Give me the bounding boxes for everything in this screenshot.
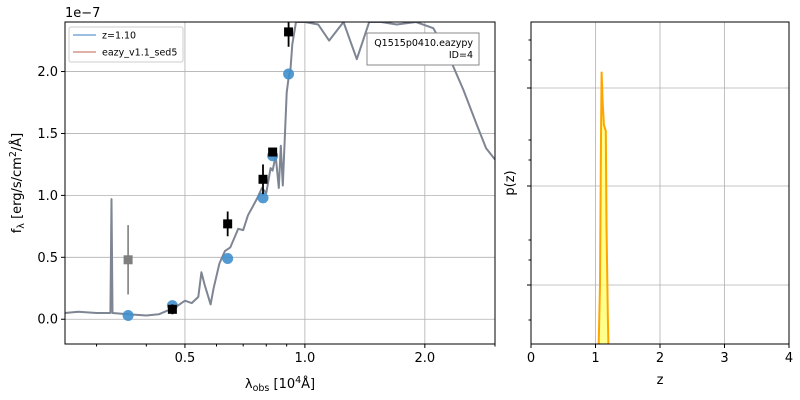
object-annotation: Q1515p0410.eazypy ID=4 bbox=[366, 32, 480, 66]
pz-line bbox=[597, 71, 610, 344]
y-tick-label: 2.0 bbox=[37, 65, 58, 80]
pz-x-tick-label: 1 bbox=[591, 351, 599, 366]
pz-x-tick-label: 2 bbox=[656, 351, 664, 366]
template-spectrum-layer bbox=[65, 22, 495, 317]
x-tick-label: 2.0 bbox=[414, 351, 435, 366]
sed-plot-grid bbox=[65, 22, 495, 344]
sed-x-axis-label: λobs [104Å] bbox=[245, 375, 315, 394]
y-tick-label: 0.0 bbox=[37, 313, 58, 328]
legend-label-template: eazy_v1.1_sed5 bbox=[102, 48, 177, 59]
sed-y-axis-label: fλ [erg/s/cm2/Å] bbox=[8, 133, 27, 234]
sed-plot-frame bbox=[64, 21, 496, 345]
x-tick-label: 1.0 bbox=[295, 351, 316, 366]
annotation-catalog: Q1515p0410.eazypy bbox=[374, 38, 473, 49]
observed-point bbox=[223, 219, 233, 229]
annotation-id: ID=4 bbox=[449, 50, 473, 61]
pz-curve-layer bbox=[597, 71, 610, 344]
pz-x-tick-label: 4 bbox=[785, 351, 793, 366]
model-point bbox=[257, 192, 269, 204]
pz-x-tick-label: 0 bbox=[527, 351, 535, 366]
x-tick-label: 0.5 bbox=[175, 351, 196, 366]
observed-point bbox=[258, 174, 268, 184]
model-point bbox=[222, 253, 234, 265]
observed-point bbox=[284, 27, 294, 37]
model-point bbox=[122, 310, 134, 322]
pz-plot-ticks: 0 1 2 3 4 bbox=[527, 39, 793, 366]
sed-plot-panel: 0.5 1.0 2.0 0.0 0.5 1.0 1.5 2.0 1e−7 λobs [104Å… bbox=[8, 6, 496, 394]
pz-plot-grid bbox=[530, 22, 790, 344]
photometry-points-layer bbox=[122, 22, 295, 322]
sed-plot-ticks: 0.5 1.0 2.0 0.0 0.5 1.0 1.5 2.0 bbox=[37, 65, 496, 366]
legend-label-redshift: z=1.10 bbox=[102, 31, 136, 42]
lowsnr-point bbox=[123, 255, 133, 265]
y-tick-label: 0.5 bbox=[37, 251, 58, 266]
pz-x-axis-label: z bbox=[657, 373, 664, 388]
observed-point bbox=[167, 304, 177, 314]
pz-plot-panel: 0 1 2 3 4 z p(z) bbox=[503, 21, 793, 388]
y-tick-label: 1.0 bbox=[37, 189, 58, 204]
template-spectrum-line bbox=[65, 22, 495, 317]
model-point bbox=[283, 68, 295, 80]
legend: z=1.10 eazy_v1.1_sed5 bbox=[68, 26, 184, 63]
pz-y-axis-label: p(z) bbox=[503, 170, 518, 195]
annotation-box bbox=[366, 32, 480, 66]
observed-point bbox=[268, 147, 278, 157]
y-tick-label: 1.5 bbox=[37, 127, 58, 142]
y-offset-label: 1e−7 bbox=[65, 6, 100, 21]
legend-box bbox=[68, 26, 184, 63]
pz-x-tick-label: 3 bbox=[720, 351, 728, 366]
